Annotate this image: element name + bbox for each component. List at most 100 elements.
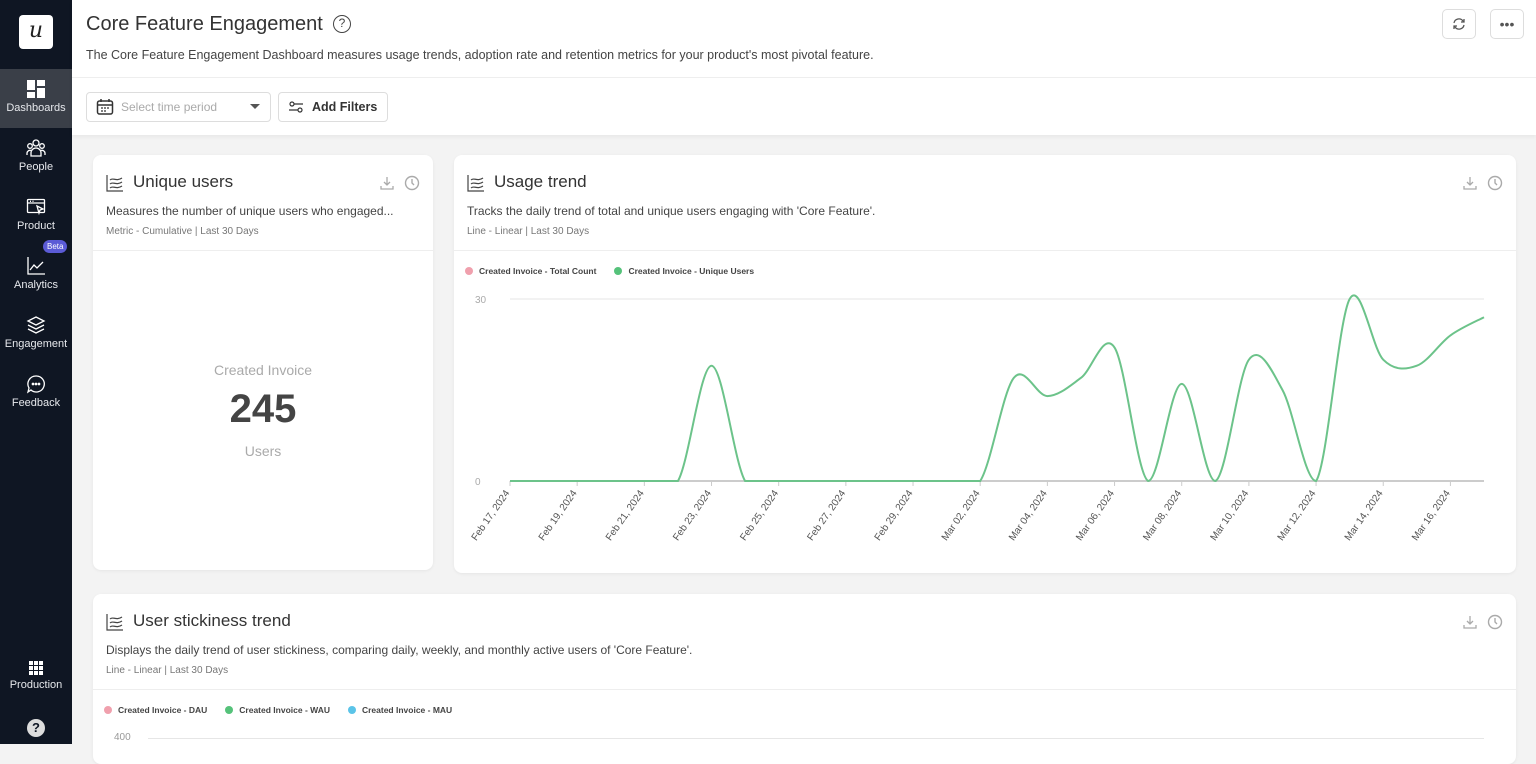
x-tick-label: Feb 29, 2024: [873, 488, 916, 543]
legend-dot: [225, 706, 234, 714]
x-tick-label: Mar 06, 2024: [1074, 488, 1117, 543]
download-icon[interactable]: [1463, 176, 1477, 190]
add-filters-button[interactable]: Add Filters: [278, 92, 388, 122]
download-icon[interactable]: [1463, 615, 1477, 629]
clock-icon[interactable]: [1487, 614, 1503, 630]
sidebar-item-label: Feedback: [11, 397, 61, 409]
legend-label: Created Invoice - Unique Users: [628, 266, 755, 276]
x-tick-label: Mar 12, 2024: [1276, 488, 1319, 543]
sliders-icon: [289, 101, 303, 113]
clock-icon[interactable]: [404, 175, 420, 191]
line-chart-icon: [106, 175, 123, 192]
metric-value: 245: [229, 387, 297, 431]
gridline: [148, 738, 1484, 739]
card-title: User stickiness trend: [133, 611, 291, 630]
grid-icon: [29, 661, 43, 675]
page-description: The Core Feature Engagement Dashboard me…: [86, 48, 874, 62]
divider: [93, 250, 433, 251]
sidebar-item-product[interactable]: Product: [0, 187, 72, 246]
card-meta: Line - Linear | Last 30 Days: [467, 226, 590, 237]
download-icon[interactable]: [380, 176, 394, 190]
legend-label: Created Invoice - WAU: [239, 705, 330, 715]
x-tick-label: Mar 08, 2024: [1141, 488, 1184, 543]
line-chart-icon: [106, 614, 123, 631]
chevron-down-icon: [250, 104, 260, 109]
legend-dot: [104, 706, 112, 714]
unique-users-card: Unique users Measures the number of uniq…: [93, 155, 433, 570]
help-button[interactable]: ?: [27, 719, 45, 737]
legend-item[interactable]: Created Invoice - Total Count: [465, 266, 596, 276]
x-tick-label: Feb 21, 2024: [604, 488, 647, 543]
user-stickiness-card: User stickiness trend Displays the daily…: [93, 594, 1516, 764]
environment-switcher[interactable]: Production: [0, 650, 72, 709]
x-tick-label: Mar 02, 2024: [940, 488, 983, 543]
legend-label: Created Invoice - Total Count: [479, 266, 597, 276]
card-description: Displays the daily trend of user stickin…: [106, 643, 693, 657]
legend-dot: [465, 267, 473, 275]
x-tick-label: Mar 04, 2024: [1007, 488, 1050, 543]
card-title: Unique users: [133, 172, 234, 191]
x-tick-label: Feb 27, 2024: [806, 488, 849, 543]
card-title: Usage trend: [494, 172, 587, 191]
legend-label: Created Invoice - DAU: [118, 705, 208, 715]
sidebar-item-engagement[interactable]: Engagement: [0, 305, 72, 364]
sidebar-item-analytics[interactable]: Beta Analytics: [0, 240, 72, 305]
refresh-button[interactable]: [1442, 9, 1476, 39]
sidebar-item-label: People: [18, 161, 54, 173]
y-tick-label: 30: [475, 295, 487, 306]
card-meta: Line - Linear | Last 30 Days: [106, 665, 229, 676]
chat-icon: [26, 375, 45, 394]
card-meta: Metric - Cumulative | Last 30 Days: [106, 226, 259, 237]
product-icon: [26, 198, 46, 216]
metric-event: Created Invoice: [213, 362, 313, 378]
y-tick-label: 0: [475, 477, 481, 488]
line-chart-icon: [467, 175, 484, 192]
y-tick-label: 400: [114, 732, 131, 743]
environment-label: Production: [9, 679, 63, 691]
legend-label: Created Invoice - MAU: [361, 705, 453, 715]
page-header: Core Feature Engagement ? The Core Featu…: [72, 0, 1536, 135]
sidebar-item-people[interactable]: People: [0, 128, 72, 187]
sidebar-item-label: Product: [17, 220, 55, 232]
sidebar: u Dashboards People Product Beta Analyti…: [0, 0, 72, 744]
series-line-unique-users: [510, 294, 1485, 483]
sidebar-item-label: Engagement: [4, 338, 68, 350]
x-tick-label: Feb 25, 2024: [738, 488, 781, 543]
layers-icon: [26, 316, 46, 334]
clock-icon[interactable]: [1487, 175, 1503, 191]
x-tick-label: Mar 16, 2024: [1410, 488, 1453, 543]
x-tick-label: Feb 19, 2024: [537, 488, 580, 543]
refresh-icon: [1453, 18, 1465, 30]
divider: [454, 250, 1516, 251]
usage-trend-chart: 0 30 Feb 17, 2024 Feb 19, 2024 Feb 21, 2024 F…: [470, 294, 1485, 543]
x-tick-label: Feb 23, 2024: [671, 488, 714, 543]
legend-item[interactable]: Created Invoice - WAU: [225, 705, 330, 715]
usage-trend-card: Usage trend Tracks the daily trend of to…: [454, 155, 1516, 573]
sidebar-item-label: Analytics: [13, 279, 59, 291]
sidebar-item-feedback[interactable]: Feedback: [0, 364, 72, 423]
sidebar-item-label: Dashboards: [6, 102, 66, 114]
legend-item[interactable]: Created Invoice - DAU: [104, 705, 207, 715]
help-icon[interactable]: ?: [333, 15, 351, 33]
divider: [72, 77, 1536, 78]
card-description: Tracks the daily trend of total and uniq…: [467, 204, 876, 218]
add-filters-label: Add Filters: [312, 100, 378, 114]
more-options-button[interactable]: •••: [1490, 9, 1524, 39]
legend-item[interactable]: Created Invoice - MAU: [347, 705, 453, 715]
divider: [93, 689, 1516, 690]
time-period-select[interactable]: Select time period: [86, 92, 271, 122]
x-tick-label: Feb 17, 2024: [470, 488, 513, 543]
time-period-placeholder: Select time period: [121, 100, 218, 114]
sidebar-item-dashboards[interactable]: Dashboards: [0, 69, 72, 128]
metric-unit: Users: [244, 443, 282, 459]
x-tick-label: Mar 10, 2024: [1209, 488, 1252, 543]
chart-legend: Created Invoice - DAU Created Invoice - …: [104, 705, 452, 715]
legend-dot: [347, 706, 356, 714]
app-logo[interactable]: u: [19, 15, 53, 49]
beta-badge: Beta: [43, 240, 68, 253]
card-description: Measures the number of unique users who …: [106, 204, 394, 218]
legend-item[interactable]: Created Invoice - Unique Users: [614, 266, 754, 276]
legend-dot: [614, 267, 623, 275]
calendar-icon: [96, 99, 114, 115]
dashboard-icon: [27, 80, 45, 98]
